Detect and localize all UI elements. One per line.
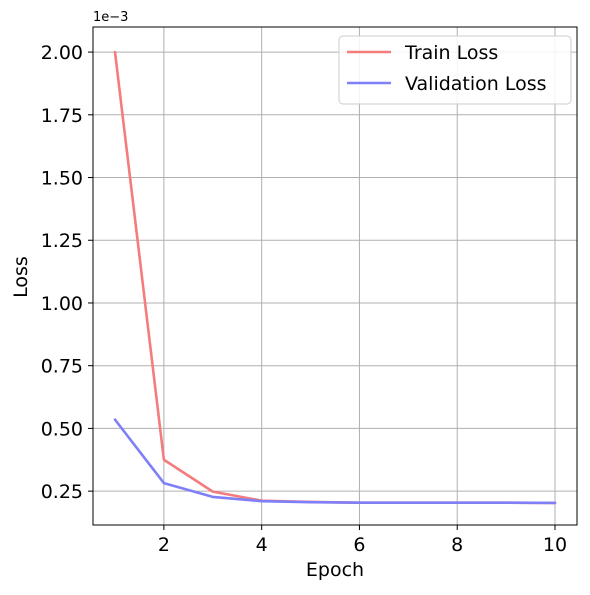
series-line-train-loss	[113, 50, 557, 505]
y-tick-label: 0.25	[41, 481, 83, 503]
legend-label-validation-loss: Validation Loss	[405, 73, 547, 95]
y-tick-label: 1.00	[41, 293, 83, 315]
y-tick-label: 0.50	[41, 418, 83, 440]
y-tick-label: 2.00	[41, 42, 83, 64]
y-axis-ticks: 0.25 0.50 0.75 1.00 1.25 1.50 1.75 2.00	[41, 42, 93, 503]
x-tick-label: 4	[256, 534, 268, 556]
x-axis-ticks: 2 4 6 8 10	[158, 525, 567, 556]
y-offset-label: 1e−3	[93, 10, 128, 25]
x-axis-title: Epoch	[306, 559, 364, 581]
y-axis-title: Loss	[10, 256, 32, 298]
legend-label-train-loss: Train Loss	[404, 42, 498, 64]
plot-frame	[92, 26, 578, 526]
y-tick-label: 0.75	[41, 356, 83, 378]
x-tick-label: 10	[543, 534, 567, 556]
x-tick-label: 6	[353, 534, 365, 556]
y-tick-label: 1.75	[41, 105, 83, 127]
y-tick-label: 1.50	[41, 168, 83, 190]
x-tick-label: 8	[451, 534, 463, 556]
legend-box	[338, 35, 572, 105]
x-tick-label: 2	[158, 534, 170, 556]
y-tick-label: 1.25	[41, 230, 83, 252]
series-line-validation-loss	[113, 418, 557, 505]
series-lines	[113, 50, 557, 505]
legend: Train Loss Validation Loss	[338, 35, 572, 105]
